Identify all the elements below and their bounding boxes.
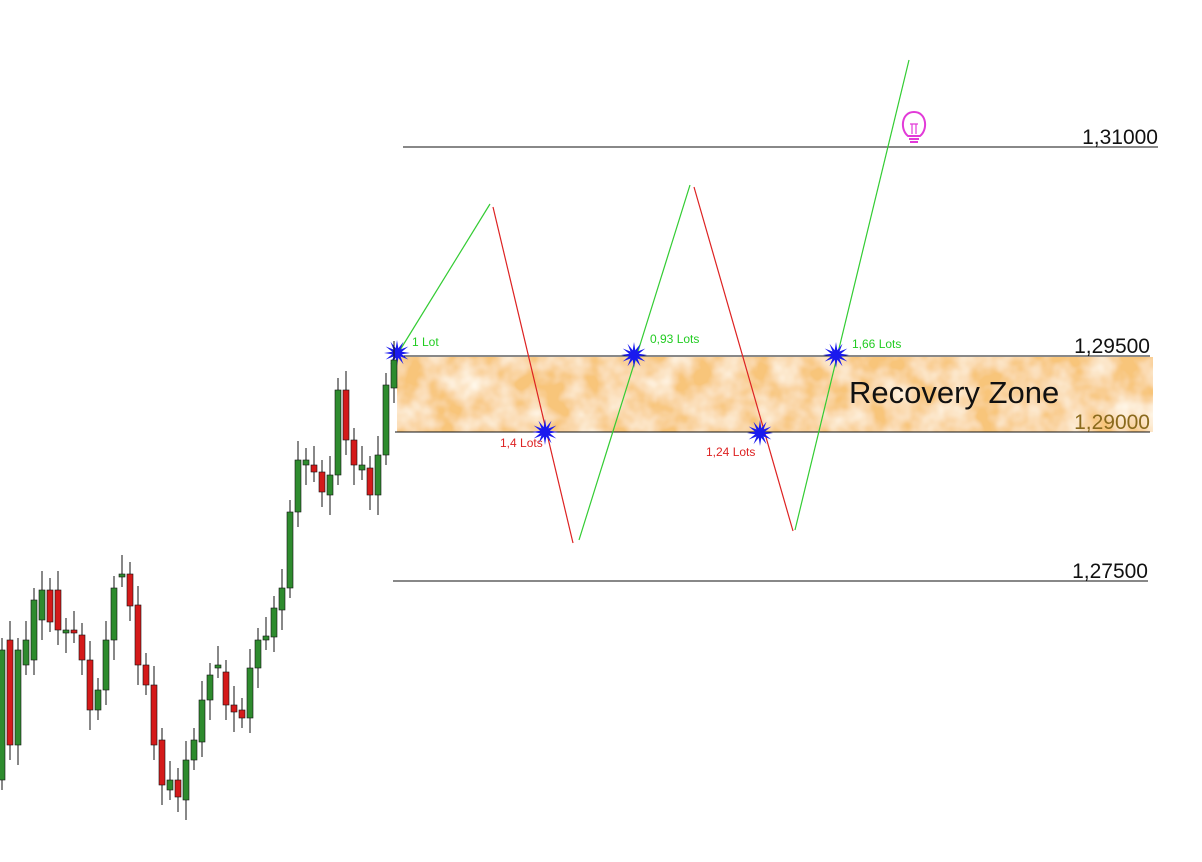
candle-body bbox=[86, 659, 94, 711]
entry-markers bbox=[384, 340, 849, 446]
level-label: 1,29000 bbox=[1074, 411, 1150, 434]
candle-body bbox=[382, 384, 390, 456]
candle-body bbox=[78, 634, 86, 661]
entry-star bbox=[384, 340, 410, 366]
candle-body bbox=[30, 599, 38, 661]
candle-body bbox=[166, 779, 174, 791]
lot-label: 1,24 Lots bbox=[706, 445, 755, 459]
candle-body bbox=[6, 639, 14, 746]
entry-star bbox=[621, 342, 647, 368]
entry-star bbox=[747, 420, 773, 446]
candle-body bbox=[342, 389, 350, 441]
lot-label: 1,4 Lots bbox=[500, 436, 543, 450]
candle-body bbox=[350, 439, 358, 466]
candle-body bbox=[126, 573, 134, 607]
lot-label: 1,66 Lots bbox=[852, 337, 901, 351]
candle-body bbox=[230, 704, 238, 713]
lot-label: 1 Lot bbox=[412, 335, 439, 349]
entry-star bbox=[532, 419, 558, 445]
candle-body bbox=[374, 454, 382, 496]
recovery-zone-band bbox=[397, 357, 1153, 432]
candle-body bbox=[174, 779, 182, 798]
candle-body bbox=[366, 467, 374, 496]
candle-body bbox=[14, 649, 22, 746]
candle-body bbox=[262, 635, 270, 641]
candle-body bbox=[214, 664, 222, 669]
zone-label: Recovery Zone bbox=[849, 375, 1059, 410]
buy-leg bbox=[396, 203, 491, 356]
price-path bbox=[396, 59, 910, 544]
candle-body bbox=[238, 709, 246, 719]
level-label: 1,29500 bbox=[1074, 335, 1150, 358]
candle-body bbox=[54, 589, 62, 631]
candle-body bbox=[246, 667, 254, 719]
candle-body bbox=[46, 589, 54, 623]
buy-leg bbox=[794, 59, 910, 531]
candle-body bbox=[0, 649, 6, 781]
candle-body bbox=[94, 689, 102, 711]
candle-body bbox=[158, 739, 166, 786]
candle-body bbox=[390, 359, 398, 389]
candle-body bbox=[182, 759, 190, 801]
candle-body bbox=[278, 587, 286, 611]
sell-leg bbox=[492, 206, 574, 544]
level-label: 1,31000 bbox=[1082, 126, 1158, 149]
candle-body bbox=[102, 639, 110, 691]
candle-body bbox=[206, 674, 214, 701]
candle-body bbox=[318, 471, 326, 493]
level-lines bbox=[393, 146, 1158, 582]
candle-body bbox=[222, 671, 230, 706]
entry-star bbox=[823, 342, 849, 368]
candle-body bbox=[270, 607, 278, 638]
candle-body bbox=[190, 739, 198, 761]
candle-body bbox=[302, 459, 310, 466]
candle-body bbox=[326, 474, 334, 496]
candle-body bbox=[334, 389, 342, 476]
candle-body bbox=[198, 699, 206, 743]
candle-body bbox=[150, 684, 158, 746]
bulb-icon bbox=[901, 110, 927, 143]
candle-body bbox=[70, 629, 78, 634]
candle-body bbox=[294, 459, 302, 513]
candle-body bbox=[286, 511, 294, 589]
candle-body bbox=[142, 664, 150, 686]
candle-body bbox=[134, 604, 142, 666]
candle-body bbox=[310, 464, 318, 473]
candlesticks bbox=[0, 341, 398, 820]
candle-body bbox=[254, 639, 262, 669]
candle-body bbox=[62, 629, 70, 634]
level-label: 1,27500 bbox=[1072, 560, 1148, 583]
candle-body bbox=[38, 589, 46, 621]
lot-label: 0,93 Lots bbox=[650, 332, 699, 346]
candle-body bbox=[22, 639, 30, 666]
sell-leg bbox=[693, 186, 794, 532]
candle-body bbox=[358, 464, 366, 471]
candle-body bbox=[110, 587, 118, 641]
candle-body bbox=[118, 573, 126, 578]
